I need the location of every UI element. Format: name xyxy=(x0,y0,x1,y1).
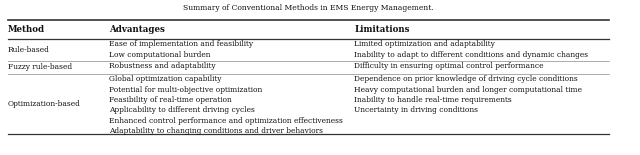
Text: Summary of Conventional Methods in EMS Energy Management.: Summary of Conventional Methods in EMS E… xyxy=(183,4,434,12)
Text: Fuzzy rule-based: Fuzzy rule-based xyxy=(8,63,72,71)
Text: Difficulty in ensuring optimal control performance: Difficulty in ensuring optimal control p… xyxy=(355,62,544,70)
Text: Ease of implementation and feasibility
Low computational burden: Ease of implementation and feasibility L… xyxy=(109,40,253,59)
Text: Robustness and adaptability: Robustness and adaptability xyxy=(109,62,216,70)
Text: Advantages: Advantages xyxy=(109,25,164,34)
Text: Dependence on prior knowledge of driving cycle conditions
Heavy computational bu: Dependence on prior knowledge of driving… xyxy=(355,75,582,114)
Text: Optimization-based: Optimization-based xyxy=(8,100,81,108)
Text: Limitations: Limitations xyxy=(355,25,410,34)
Text: Global optimization capability
Potential for multi-objective optimization
Feasib: Global optimization capability Potential… xyxy=(109,75,342,135)
Text: Limited optimization and adaptability
Inability to adapt to different conditions: Limited optimization and adaptability In… xyxy=(355,40,589,59)
Text: Rule-based: Rule-based xyxy=(8,46,49,54)
Text: Method: Method xyxy=(8,25,45,34)
